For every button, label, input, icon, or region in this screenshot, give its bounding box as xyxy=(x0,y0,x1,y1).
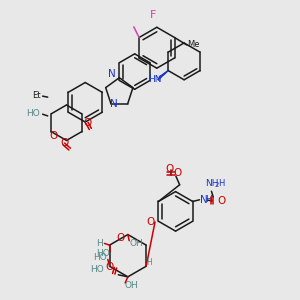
Text: H: H xyxy=(147,258,152,267)
Text: O: O xyxy=(218,196,226,206)
Text: HO: HO xyxy=(90,265,104,274)
Text: OH: OH xyxy=(124,281,138,290)
Text: F: F xyxy=(149,10,156,20)
Text: H: H xyxy=(205,195,212,204)
Text: HO: HO xyxy=(93,253,107,262)
Text: O: O xyxy=(146,217,154,227)
Text: N: N xyxy=(200,195,208,205)
Text: Et: Et xyxy=(32,91,40,100)
Text: OH: OH xyxy=(130,238,144,247)
Polygon shape xyxy=(158,70,168,80)
Text: NH: NH xyxy=(205,178,218,188)
Text: O: O xyxy=(165,164,174,174)
Text: O: O xyxy=(61,138,69,148)
Text: Me: Me xyxy=(188,40,200,50)
Text: H: H xyxy=(96,239,103,248)
Text: N: N xyxy=(108,69,116,79)
Text: O: O xyxy=(116,233,124,243)
Text: O: O xyxy=(50,131,58,141)
Text: 2: 2 xyxy=(214,182,218,188)
Text: H: H xyxy=(218,178,225,188)
Text: HO: HO xyxy=(96,249,110,258)
Text: O: O xyxy=(173,168,182,178)
Text: N: N xyxy=(110,99,118,109)
Text: HO: HO xyxy=(26,109,40,118)
Text: O: O xyxy=(106,262,114,272)
Text: HN: HN xyxy=(148,75,161,84)
Text: O: O xyxy=(84,118,92,128)
